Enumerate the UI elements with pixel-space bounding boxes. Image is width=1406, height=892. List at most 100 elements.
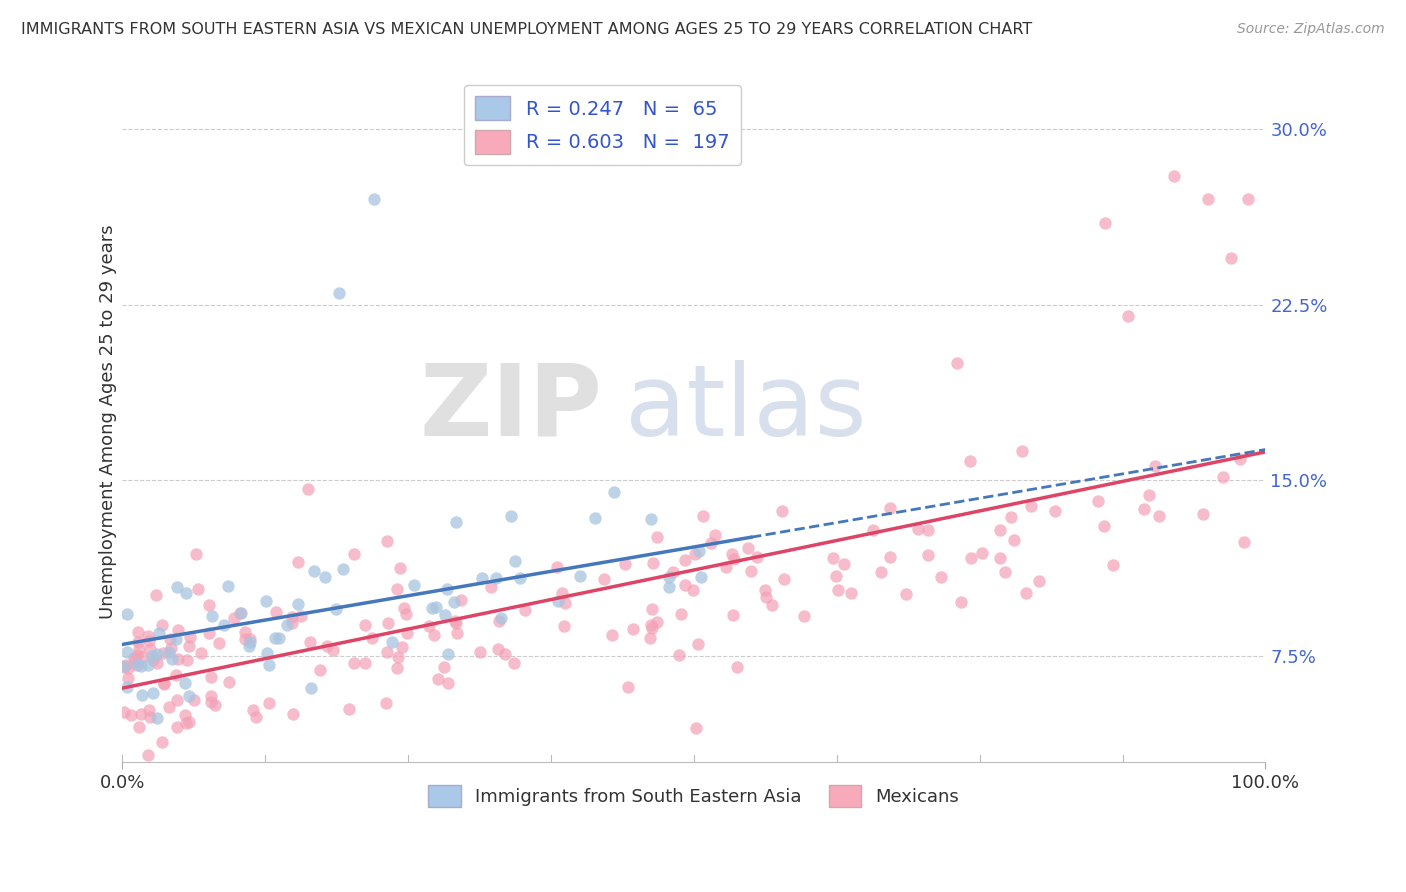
Point	[551, 586, 574, 600]
Point	[436, 676, 458, 690]
Point	[141, 648, 163, 663]
Point	[546, 559, 568, 574]
Point	[894, 587, 917, 601]
Point	[662, 565, 685, 579]
Point	[658, 569, 681, 583]
Point	[377, 615, 399, 630]
Point	[839, 585, 862, 599]
Point	[142, 653, 165, 667]
Point	[165, 632, 187, 646]
Point	[946, 356, 969, 370]
Legend: Immigrants from South Eastern Asia, Mexicans: Immigrants from South Eastern Asia, Mexi…	[420, 778, 967, 814]
Point	[287, 555, 309, 569]
Point	[879, 549, 901, 564]
Point	[375, 645, 398, 659]
Point	[166, 693, 188, 707]
Point	[1233, 534, 1256, 549]
Point	[363, 192, 385, 206]
Point	[222, 611, 245, 625]
Point	[198, 626, 221, 640]
Point	[245, 710, 267, 724]
Point	[391, 640, 413, 654]
Point	[131, 688, 153, 702]
Point	[641, 621, 664, 635]
Point	[276, 618, 298, 632]
Point	[138, 634, 160, 648]
Point	[869, 565, 891, 579]
Point	[187, 582, 209, 597]
Point	[238, 639, 260, 653]
Point	[259, 657, 281, 672]
Point	[761, 598, 783, 612]
Point	[773, 572, 796, 586]
Point	[287, 598, 309, 612]
Point	[427, 673, 450, 687]
Point	[153, 676, 176, 690]
Point	[600, 628, 623, 642]
Point	[153, 675, 176, 690]
Point	[159, 641, 181, 656]
Point	[553, 619, 575, 633]
Point	[281, 616, 304, 631]
Point	[325, 602, 347, 616]
Point	[717, 766, 740, 780]
Point	[385, 661, 408, 675]
Point	[145, 711, 167, 725]
Point	[353, 656, 375, 670]
Point	[138, 703, 160, 717]
Point	[115, 657, 138, 672]
Point	[1014, 586, 1036, 600]
Point	[972, 546, 994, 560]
Point	[128, 721, 150, 735]
Point	[479, 580, 502, 594]
Point	[745, 550, 768, 565]
Point	[617, 681, 640, 695]
Point	[640, 617, 662, 632]
Point	[198, 598, 221, 612]
Point	[229, 606, 252, 620]
Point	[917, 548, 939, 562]
Point	[200, 670, 222, 684]
Point	[1212, 470, 1234, 484]
Point	[179, 630, 201, 644]
Point	[821, 550, 844, 565]
Point	[160, 652, 183, 666]
Point	[302, 564, 325, 578]
Point	[1237, 192, 1260, 206]
Point	[700, 535, 723, 549]
Point	[641, 556, 664, 570]
Point	[179, 689, 201, 703]
Text: Source: ZipAtlas.com: Source: ZipAtlas.com	[1237, 22, 1385, 37]
Point	[343, 548, 366, 562]
Point	[1191, 507, 1213, 521]
Point	[727, 660, 749, 674]
Point	[179, 639, 201, 653]
Point	[647, 530, 669, 544]
Point	[471, 571, 494, 585]
Point	[423, 628, 446, 642]
Point	[190, 646, 212, 660]
Point	[488, 615, 510, 629]
Point	[283, 706, 305, 721]
Y-axis label: Unemployment Among Ages 25 to 29 years: Unemployment Among Ages 25 to 29 years	[100, 225, 117, 619]
Point	[332, 562, 354, 576]
Point	[832, 557, 855, 571]
Point	[112, 705, 135, 719]
Point	[316, 639, 339, 653]
Point	[138, 658, 160, 673]
Point	[254, 594, 277, 608]
Point	[554, 596, 576, 610]
Point	[186, 547, 208, 561]
Point	[229, 606, 252, 620]
Point	[204, 698, 226, 712]
Point	[692, 508, 714, 523]
Point	[263, 631, 285, 645]
Point	[200, 695, 222, 709]
Point	[907, 522, 929, 536]
Point	[389, 561, 412, 575]
Point	[145, 657, 167, 671]
Point	[148, 625, 170, 640]
Point	[218, 675, 240, 690]
Point	[754, 582, 776, 597]
Point	[444, 515, 467, 529]
